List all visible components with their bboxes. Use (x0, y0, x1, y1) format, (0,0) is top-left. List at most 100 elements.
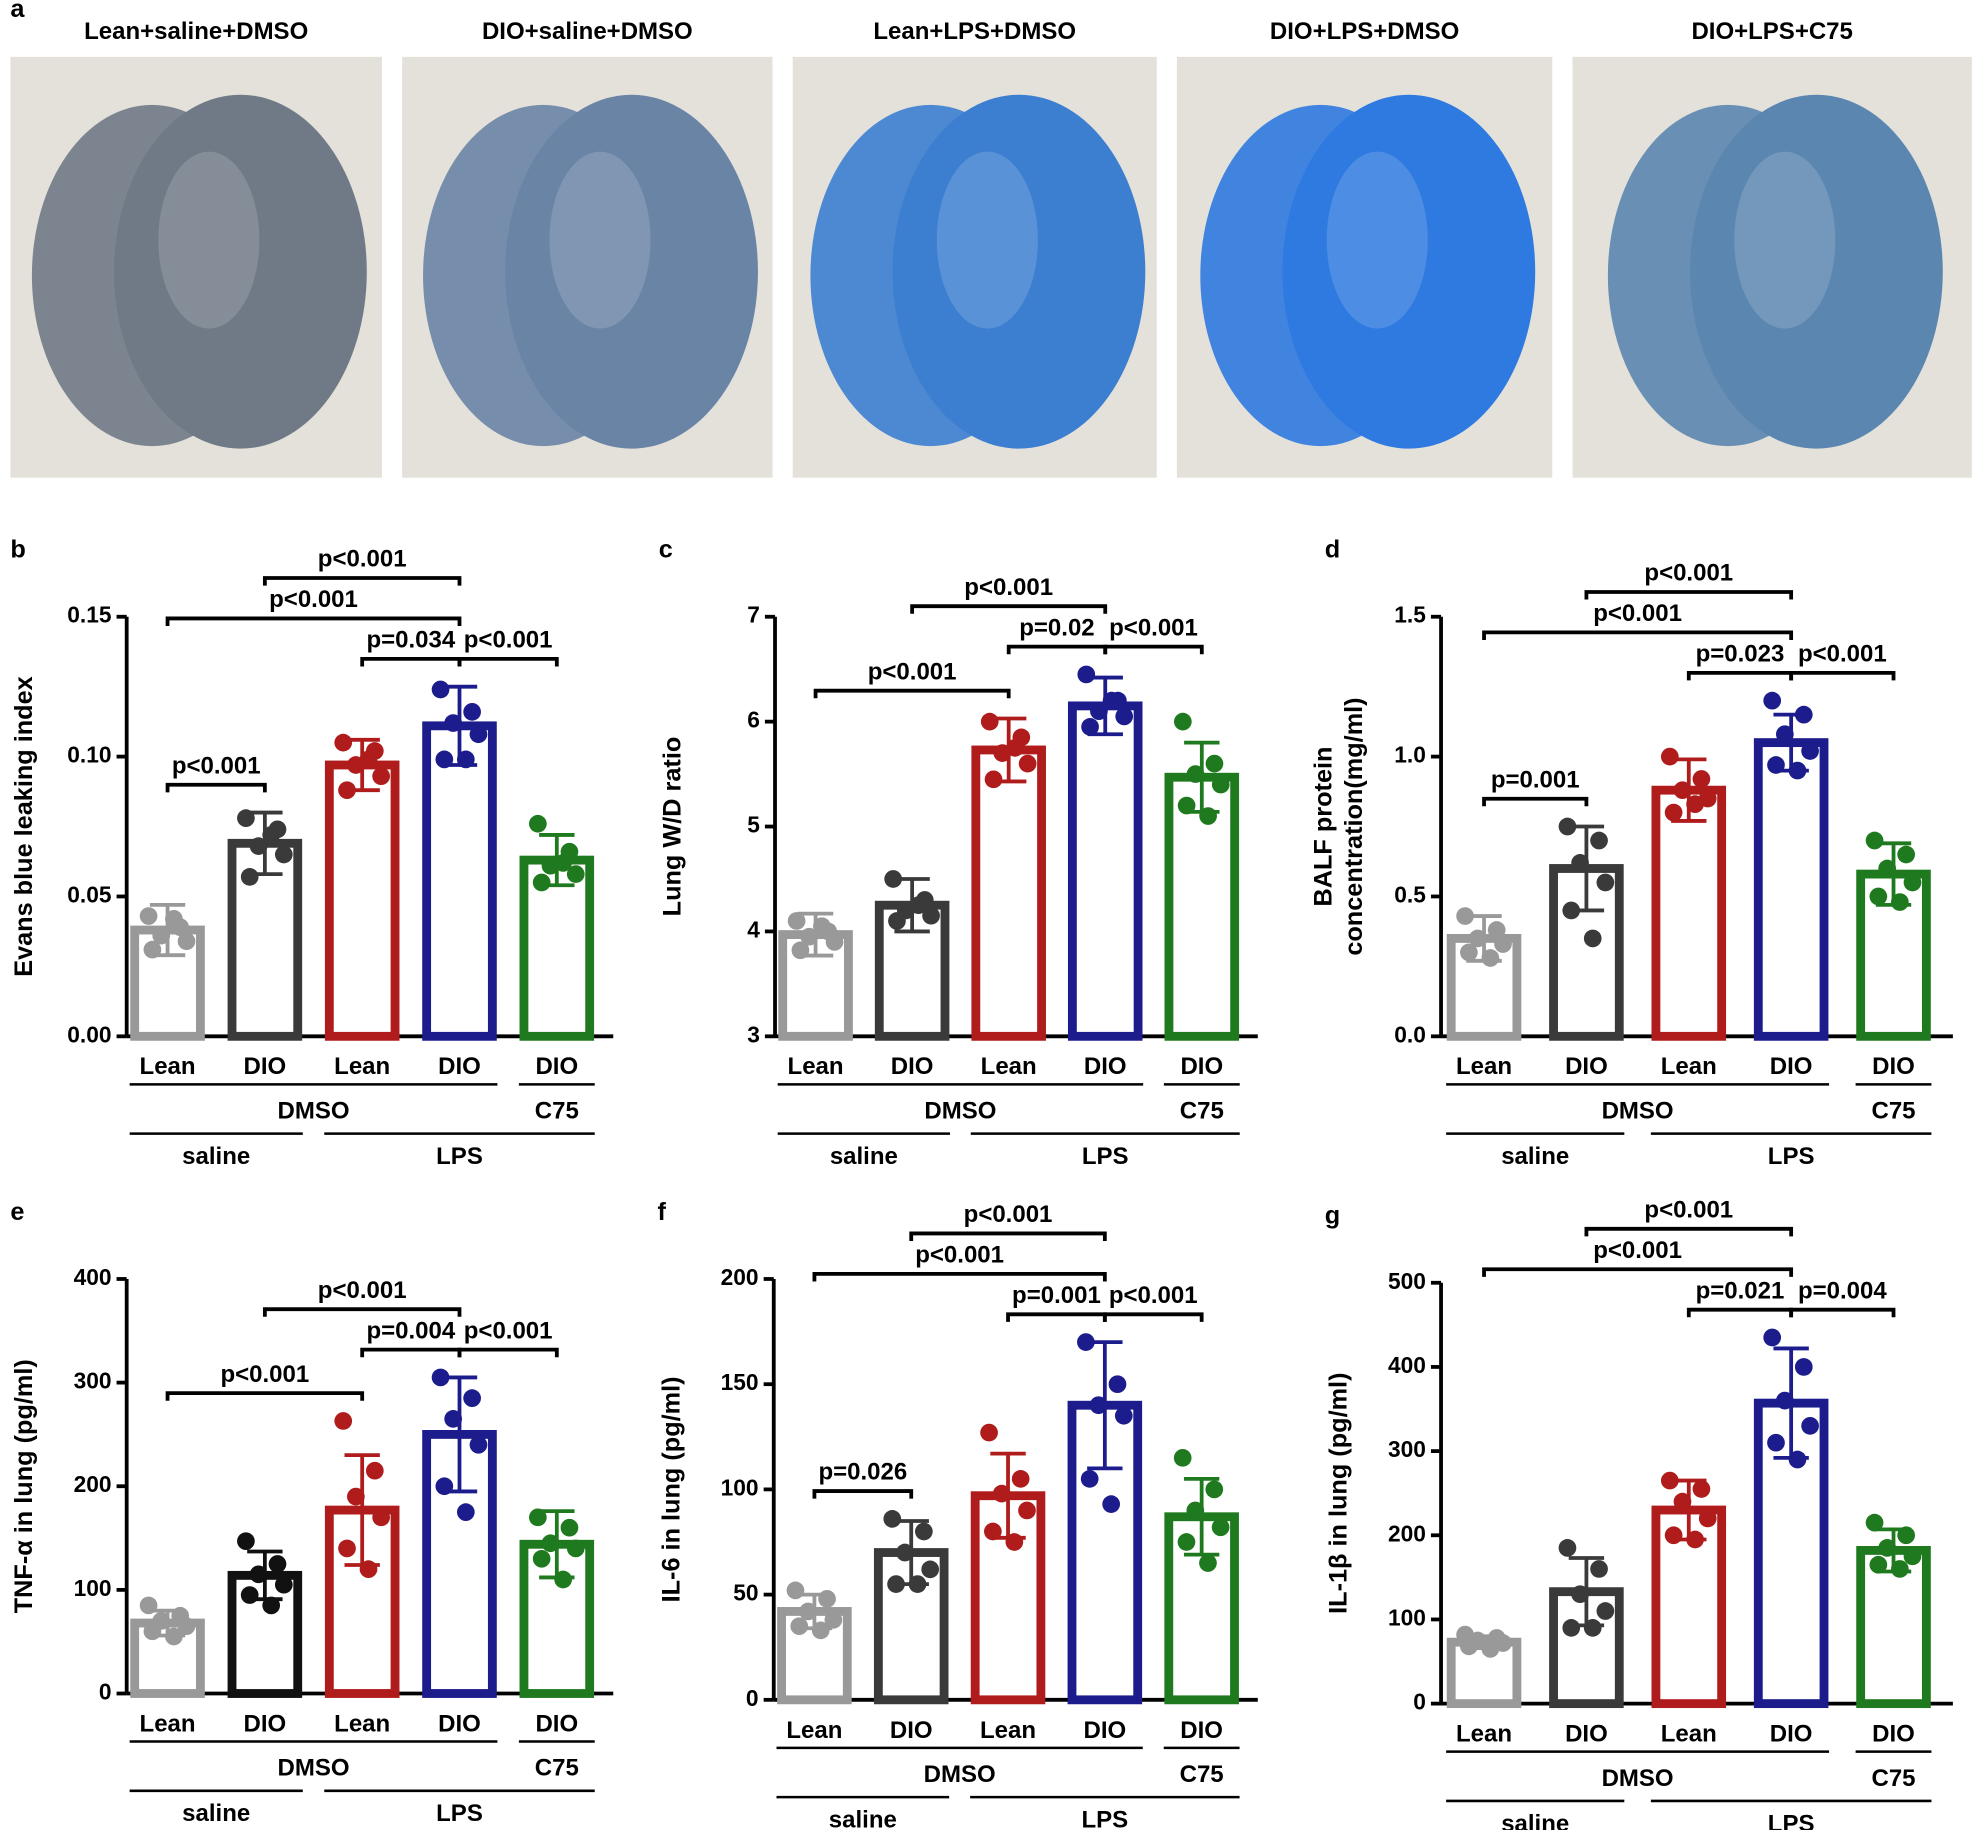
group-label: saline (829, 1806, 897, 1830)
data-point (790, 1617, 809, 1636)
p-value: p<0.001 (464, 627, 553, 654)
data-point (1211, 775, 1230, 794)
bar (1067, 701, 1143, 1041)
bar (1856, 1546, 1931, 1709)
data-point (884, 870, 903, 888)
p-value: p=0.02 (1019, 614, 1094, 641)
significance-bracket (1686, 670, 1794, 681)
panel-label: g (1325, 1202, 1340, 1230)
data-point (1077, 1333, 1095, 1351)
y-tick-label: 300 (74, 1368, 112, 1394)
data-point (800, 927, 819, 946)
data-point (1897, 845, 1916, 864)
data-point (1890, 1560, 1909, 1578)
significance-bracket (1789, 670, 1896, 681)
data-point (1692, 770, 1711, 788)
group-label: C75 (535, 1755, 579, 1782)
group-label: C75 (1180, 1097, 1224, 1124)
significance-bracket (909, 1231, 1107, 1242)
group-label: saline (182, 1800, 250, 1827)
x-tick-label: DIO (1872, 1721, 1915, 1748)
group-label: DMSO (924, 1761, 996, 1788)
photo-title: DIO+LPS+DMSO (1270, 18, 1459, 45)
data-point (262, 826, 281, 844)
data-point (334, 1412, 353, 1430)
data-point (1801, 742, 1819, 760)
significance-bracket (1103, 644, 1204, 655)
data-point (469, 1435, 488, 1454)
data-point (1590, 1560, 1608, 1578)
bar (1067, 1400, 1143, 1705)
significance-bracket (813, 688, 1011, 699)
bar (422, 721, 497, 1041)
data-point (1903, 1547, 1922, 1566)
data-point (1664, 1526, 1683, 1545)
x-tick-label: DIO (1180, 1717, 1223, 1744)
data-point (529, 814, 547, 833)
x-tick-label: Lean (334, 1710, 390, 1737)
data-point (177, 1617, 196, 1635)
group-label: LPS (1082, 1143, 1129, 1170)
y-tick-label: 400 (1388, 1352, 1426, 1378)
p-value: p<0.001 (1593, 1237, 1682, 1264)
significance-bracket (457, 1347, 559, 1358)
data-point (237, 809, 255, 827)
significance-bracket (360, 656, 462, 667)
data-point (262, 1596, 281, 1615)
data-point (1763, 1328, 1782, 1347)
x-tick-label: DIO (1565, 1053, 1608, 1080)
y-axis-label: TNF-α in lung (pg/ml) (10, 1359, 38, 1613)
data-point (1562, 901, 1581, 920)
x-tick-label: DIO (535, 1710, 578, 1737)
data-point (1890, 893, 1909, 911)
data-point (456, 1503, 475, 1521)
group-label: LPS (436, 1800, 483, 1827)
group-label: saline (1501, 1143, 1569, 1170)
data-point (1211, 1518, 1230, 1537)
data-point (532, 1549, 551, 1568)
data-point (915, 1522, 933, 1541)
data-point (1660, 1471, 1679, 1490)
data-point (1102, 1495, 1121, 1513)
y-tick-label: 50 (733, 1580, 758, 1606)
significance-bracket (1686, 1307, 1794, 1318)
y-axis-label: Evans blue leaking index (10, 676, 38, 977)
significance-bracket (812, 1489, 914, 1499)
data-point (1664, 803, 1683, 822)
data-point (1006, 739, 1024, 757)
significance-bracket (1102, 1312, 1204, 1322)
data-point (152, 926, 171, 945)
data-point (1177, 796, 1196, 815)
data-point (1763, 691, 1782, 710)
data-point (791, 941, 810, 960)
p-value: p<0.001 (1109, 1282, 1198, 1309)
lung-highlight (549, 151, 651, 329)
group-label: C75 (535, 1097, 579, 1124)
data-point (984, 1522, 1002, 1541)
y-axis-label: BALF protein (1309, 747, 1337, 907)
data-point (811, 1621, 830, 1640)
data-point (249, 1565, 268, 1584)
data-point (165, 909, 183, 928)
panel-label: a (10, 0, 25, 23)
data-point (908, 1575, 927, 1593)
data-point (1558, 1539, 1577, 1557)
data-point (372, 1508, 390, 1527)
x-tick-label: DIO (890, 1717, 933, 1744)
x-tick-label: Lean (788, 1053, 844, 1080)
p-value: p<0.001 (1644, 560, 1733, 587)
x-tick-label: Lean (140, 1053, 196, 1080)
data-point (463, 702, 481, 721)
x-tick-label: Lean (140, 1710, 196, 1737)
p-value: p<0.001 (868, 658, 957, 685)
data-point (1018, 754, 1037, 773)
p-value: p<0.001 (269, 586, 358, 613)
bar (519, 1539, 595, 1698)
y-axis-label: IL-6 in lung (pg/ml) (657, 1376, 685, 1602)
data-point (359, 750, 378, 769)
y-tick-label: 0.05 (67, 881, 112, 907)
data-point (887, 1575, 905, 1593)
y-tick-label: 0.5 (1394, 881, 1426, 907)
significance-bracket (262, 576, 462, 586)
data-point (1583, 1619, 1602, 1637)
